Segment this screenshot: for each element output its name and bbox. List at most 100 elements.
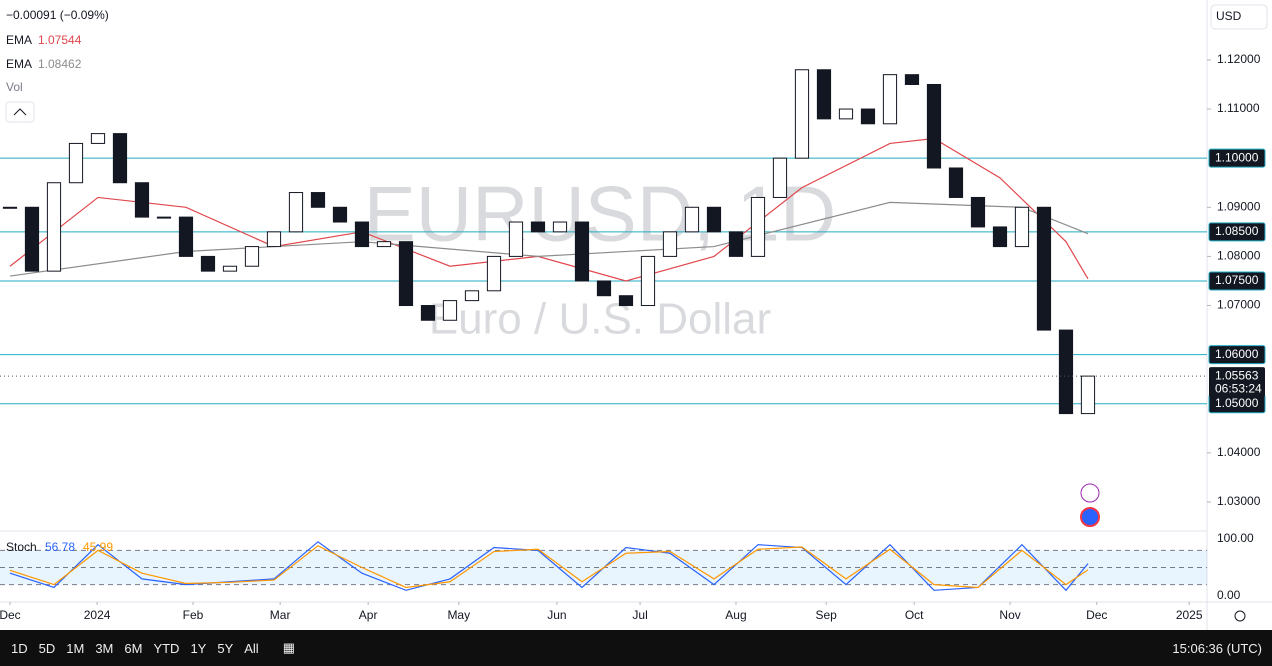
candle <box>530 221 546 233</box>
economic-event-icon[interactable] <box>1080 507 1100 527</box>
x-tick-label: Dec <box>0 608 21 622</box>
ema-line <box>9 201 1089 277</box>
timeframe-button[interactable]: 3M <box>95 640 114 656</box>
legend-name: EMA <box>6 33 32 47</box>
candle <box>244 246 260 267</box>
level-label-box <box>1208 271 1266 291</box>
stoch-name: Stoch <box>6 540 37 554</box>
candle <box>310 192 326 208</box>
timeframe-button[interactable]: 1M <box>66 640 85 656</box>
candle <box>90 133 106 144</box>
timeframe-button[interactable]: 1D <box>11 640 28 656</box>
timeframe-button[interactable]: 5Y <box>217 640 234 656</box>
currency-button[interactable] <box>1210 4 1268 30</box>
currency: USD <box>1216 9 1242 23</box>
candle <box>552 221 568 233</box>
event-icon[interactable] <box>1080 483 1100 503</box>
candle <box>618 295 634 307</box>
stoch-legend-value: 45.99 <box>83 540 113 554</box>
level-label: 1.07500 <box>1215 273 1259 287</box>
ema-line <box>9 137 1089 282</box>
watermark-subtitle: Euro / U.S. Dollar <box>429 295 771 344</box>
level-label: 1.10000 <box>1215 150 1259 164</box>
candle <box>288 192 304 233</box>
stoch-tick-label: 100.00 <box>1217 531 1254 545</box>
candle <box>332 206 348 223</box>
stoch-tick-label: 0.00 <box>1217 588 1241 602</box>
x-tick-label: Mar <box>270 608 291 622</box>
legend-value: 1.07544 <box>38 33 82 47</box>
timeframe-button[interactable]: 1Y <box>190 640 207 656</box>
candle <box>992 226 1008 248</box>
stoch-line <box>9 545 1089 589</box>
y-tick-label: 1.12000 <box>1217 52 1261 66</box>
candle <box>882 74 898 125</box>
settings-icon[interactable] <box>1234 610 1246 622</box>
x-tick-label: Jun <box>547 608 566 622</box>
candle <box>156 216 172 219</box>
candle <box>178 216 194 257</box>
candle <box>904 74 920 85</box>
x-tick-label: May <box>447 608 470 622</box>
candle <box>750 196 766 257</box>
candle <box>266 231 282 248</box>
candle <box>816 69 832 120</box>
candle <box>574 221 590 282</box>
candle <box>970 196 986 228</box>
candle <box>442 300 458 321</box>
candle <box>1014 206 1030 248</box>
level-label: 1.08500 <box>1215 224 1259 238</box>
x-tick-label: Oct <box>905 608 924 622</box>
candle <box>222 265 238 272</box>
candle <box>838 108 854 120</box>
candle <box>728 231 744 257</box>
candle <box>794 69 810 159</box>
candle <box>398 241 414 307</box>
timeframe-button[interactable]: 6M <box>124 640 143 656</box>
price-label-box <box>1209 367 1265 398</box>
candle <box>134 182 150 218</box>
collapse-icon <box>13 108 27 116</box>
watermark-title: EURUSD, 1D <box>364 170 836 258</box>
legend-name: EMA <box>6 57 32 71</box>
candle <box>772 157 788 198</box>
candle <box>706 206 722 233</box>
candle <box>508 221 524 257</box>
candle <box>200 255 216 272</box>
level-label-box <box>1208 222 1266 242</box>
clock: 15:06:36 (UTC) <box>1172 641 1262 656</box>
timeframe-button[interactable]: YTD <box>153 640 180 656</box>
change-text: −0.00091 (−0.09%) <box>6 8 109 22</box>
collapse-button[interactable] <box>5 101 35 123</box>
timeframe-button[interactable]: 5D <box>38 640 56 656</box>
y-tick-label: 1.09000 <box>1217 199 1261 213</box>
timeframe-button[interactable]: All <box>244 640 259 656</box>
y-tick-label: 1.07000 <box>1217 298 1261 312</box>
y-tick-label: 1.11000 <box>1217 101 1260 115</box>
candle <box>486 255 502 292</box>
countdown: 06:53:24 <box>1215 381 1262 395</box>
x-tick-label: Dec <box>1086 608 1107 622</box>
legend-value: 1.08462 <box>38 57 82 71</box>
level-label-box <box>1208 148 1266 168</box>
stoch-legend-value: 56.78 <box>45 540 75 554</box>
candle <box>640 255 656 307</box>
candle <box>1058 329 1074 415</box>
x-tick-label: Apr <box>359 608 378 622</box>
candle <box>420 305 436 321</box>
date-range-icon[interactable]: ▦ <box>282 640 295 655</box>
candle <box>376 241 392 248</box>
candle <box>926 83 942 169</box>
level-label-box <box>1208 345 1266 365</box>
level-label: 1.05000 <box>1215 396 1259 410</box>
y-tick-label: 1.03000 <box>1217 494 1261 508</box>
x-tick-label: 2024 <box>84 608 111 622</box>
candle <box>596 280 612 297</box>
bottom-toolbar: 1D 5D 1M 3M 6M YTD 1Y 5Y All ▦ 15:06:36 (UTC) <box>0 630 1272 666</box>
candle <box>68 142 84 184</box>
price-label: 1.05563 <box>1215 368 1259 382</box>
x-tick-label: Jul <box>632 608 647 622</box>
timeframes: 1D 5D 1M 3M 6M YTD 1Y 5Y All <box>0 641 259 656</box>
candle <box>1080 375 1096 415</box>
chart: EURUSD, 1D Euro / U.S. Dollar −0.00091 (… <box>0 0 1272 630</box>
